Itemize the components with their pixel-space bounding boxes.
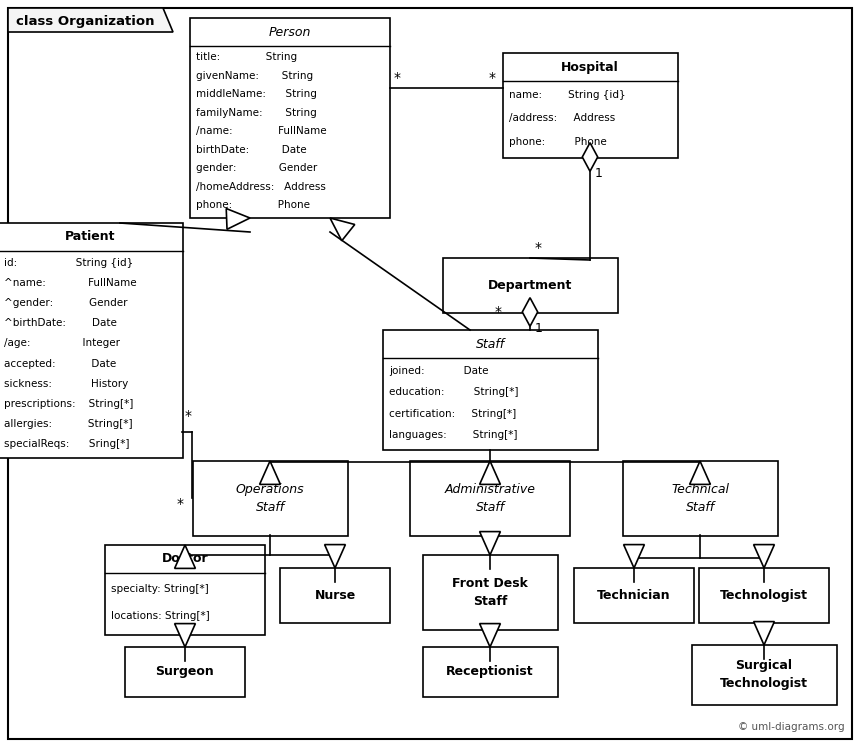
Text: Staff: Staff [255, 501, 285, 514]
Polygon shape [480, 461, 501, 484]
Text: title:              String: title: String [196, 52, 297, 62]
Bar [699, 568, 829, 623]
Polygon shape [330, 218, 355, 241]
Bar [383, 330, 598, 450]
Polygon shape [753, 622, 774, 645]
Text: id:                  String {id}: id: String {id} [4, 258, 133, 268]
Text: joined:            Date: joined: Date [389, 366, 488, 376]
Text: /homeAddress:   Address: /homeAddress: Address [196, 182, 326, 191]
Text: Doctor: Doctor [162, 553, 208, 565]
Text: 1: 1 [535, 322, 543, 335]
Text: Department: Department [488, 279, 572, 292]
Text: © uml-diagrams.org: © uml-diagrams.org [739, 722, 845, 732]
Text: Technologist: Technologist [720, 678, 808, 690]
Text: Nurse: Nurse [315, 589, 356, 602]
Text: specialty: String[*]: specialty: String[*] [111, 584, 209, 594]
Text: languages:        String[*]: languages: String[*] [389, 430, 518, 440]
Text: ^gender:           Gender: ^gender: Gender [4, 298, 127, 309]
Bar [125, 647, 245, 697]
Text: Front Desk: Front Desk [452, 577, 528, 590]
Polygon shape [175, 545, 195, 568]
Text: /name:              FullName: /name: FullName [196, 126, 327, 136]
Text: birthDate:          Date: birthDate: Date [196, 145, 307, 155]
Text: ^name:             FullName: ^name: FullName [4, 278, 137, 288]
Text: accepted:           Date: accepted: Date [4, 359, 116, 368]
Text: sickness:            History: sickness: History [4, 379, 128, 388]
Bar [443, 258, 618, 313]
Text: 1: 1 [595, 167, 603, 180]
Polygon shape [175, 624, 195, 647]
Polygon shape [480, 532, 501, 555]
Text: *: * [495, 305, 502, 319]
Bar [410, 461, 570, 536]
Text: name:        String {id}: name: String {id} [509, 90, 625, 100]
Text: specialReqs:      Sring[*]: specialReqs: Sring[*] [4, 439, 130, 449]
Bar [574, 568, 694, 623]
Text: *: * [177, 497, 184, 511]
Text: Person: Person [269, 25, 311, 39]
Bar [0, 223, 183, 458]
Text: gender:             Gender: gender: Gender [196, 163, 317, 173]
Bar [193, 461, 348, 536]
Text: Staff: Staff [473, 595, 507, 608]
Text: familyName:       String: familyName: String [196, 108, 316, 117]
Text: Staff: Staff [476, 338, 505, 350]
Text: allergies:           String[*]: allergies: String[*] [4, 419, 132, 429]
Text: /age:                Integer: /age: Integer [4, 338, 120, 348]
Text: *: * [489, 71, 496, 85]
Polygon shape [690, 461, 710, 484]
Text: prescriptions:    String[*]: prescriptions: String[*] [4, 399, 133, 409]
Bar [423, 647, 558, 697]
Polygon shape [480, 624, 501, 647]
Text: phone:         Phone: phone: Phone [509, 137, 607, 146]
Text: education:         String[*]: education: String[*] [389, 387, 519, 397]
Bar [105, 545, 265, 635]
Text: locations: String[*]: locations: String[*] [111, 611, 210, 621]
Text: *: * [535, 241, 542, 255]
Text: certification:     String[*]: certification: String[*] [389, 409, 516, 418]
Polygon shape [582, 143, 598, 171]
Text: *: * [185, 409, 192, 423]
Bar [280, 568, 390, 623]
Polygon shape [324, 545, 346, 568]
Text: Technical: Technical [671, 483, 729, 496]
Bar [692, 645, 837, 705]
Text: /address:     Address: /address: Address [509, 114, 615, 123]
Text: Staff: Staff [476, 501, 505, 514]
Bar [503, 53, 678, 158]
Text: Hospital: Hospital [561, 61, 619, 73]
Text: givenName:       String: givenName: String [196, 70, 313, 81]
Text: Patient: Patient [64, 231, 115, 244]
Text: Operations: Operations [236, 483, 304, 496]
Text: Administrative: Administrative [445, 483, 536, 496]
Text: middleName:      String: middleName: String [196, 89, 316, 99]
Text: Surgical: Surgical [735, 660, 793, 672]
Text: *: * [394, 71, 401, 85]
Text: Technologist: Technologist [720, 589, 808, 602]
Text: class Organization: class Organization [16, 14, 155, 28]
Polygon shape [624, 545, 644, 568]
Polygon shape [753, 545, 774, 568]
Text: Receptionist: Receptionist [446, 666, 534, 678]
Polygon shape [260, 461, 280, 484]
Bar [623, 461, 778, 536]
Polygon shape [522, 298, 538, 326]
Text: phone:              Phone: phone: Phone [196, 200, 310, 210]
Text: Technician: Technician [597, 589, 671, 602]
Polygon shape [8, 8, 173, 32]
Polygon shape [226, 208, 250, 229]
Text: Surgeon: Surgeon [156, 666, 214, 678]
Bar [423, 555, 558, 630]
Text: ^birthDate:        Date: ^birthDate: Date [4, 318, 117, 329]
Text: Staff: Staff [685, 501, 715, 514]
Bar [190, 18, 390, 218]
